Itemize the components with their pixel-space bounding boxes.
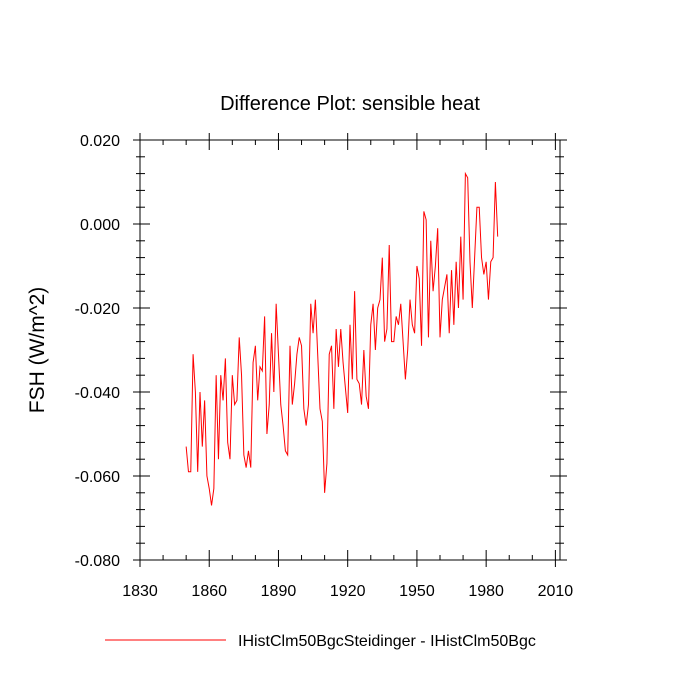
- y-axis-label: FSH (W/m^2): [26, 287, 49, 414]
- x-tick-label: 1830: [122, 583, 158, 600]
- chart-title: Difference Plot: sensible heat: [220, 93, 480, 115]
- axis-ticks: [133, 133, 567, 567]
- x-tick-label: 2010: [538, 583, 574, 600]
- legend: IHistClm50BgcSteidinger - IHistClm50Bgc: [105, 633, 536, 650]
- y-tick-label: -0.060: [75, 469, 120, 486]
- x-tick-label: 1860: [191, 583, 227, 600]
- series-line: [185, 171, 499, 506]
- y-tick-label: 0.020: [80, 133, 120, 150]
- y-tick-label: -0.020: [75, 301, 120, 318]
- legend-label: IHistClm50BgcSteidinger - IHistClm50Bgc: [238, 633, 536, 650]
- x-tick-label: 1980: [468, 583, 504, 600]
- y-tick-label: -0.040: [75, 385, 120, 402]
- x-tick-labels: 1830 1860 1890 1920 1950 1980 2010: [122, 583, 573, 600]
- x-tick-label: 1950: [399, 583, 435, 600]
- y-tick-label: 0.000: [80, 217, 120, 234]
- series-group: [185, 171, 499, 506]
- y-tick-labels: 0.020 0.000 -0.020 -0.040 -0.060 -0.080: [75, 133, 120, 570]
- x-tick-label: 1890: [261, 583, 297, 600]
- y-tick-label: -0.080: [75, 553, 120, 570]
- series-points: [186, 173, 498, 506]
- x-tick-label: 1920: [330, 583, 366, 600]
- plot-frame: [139, 139, 561, 561]
